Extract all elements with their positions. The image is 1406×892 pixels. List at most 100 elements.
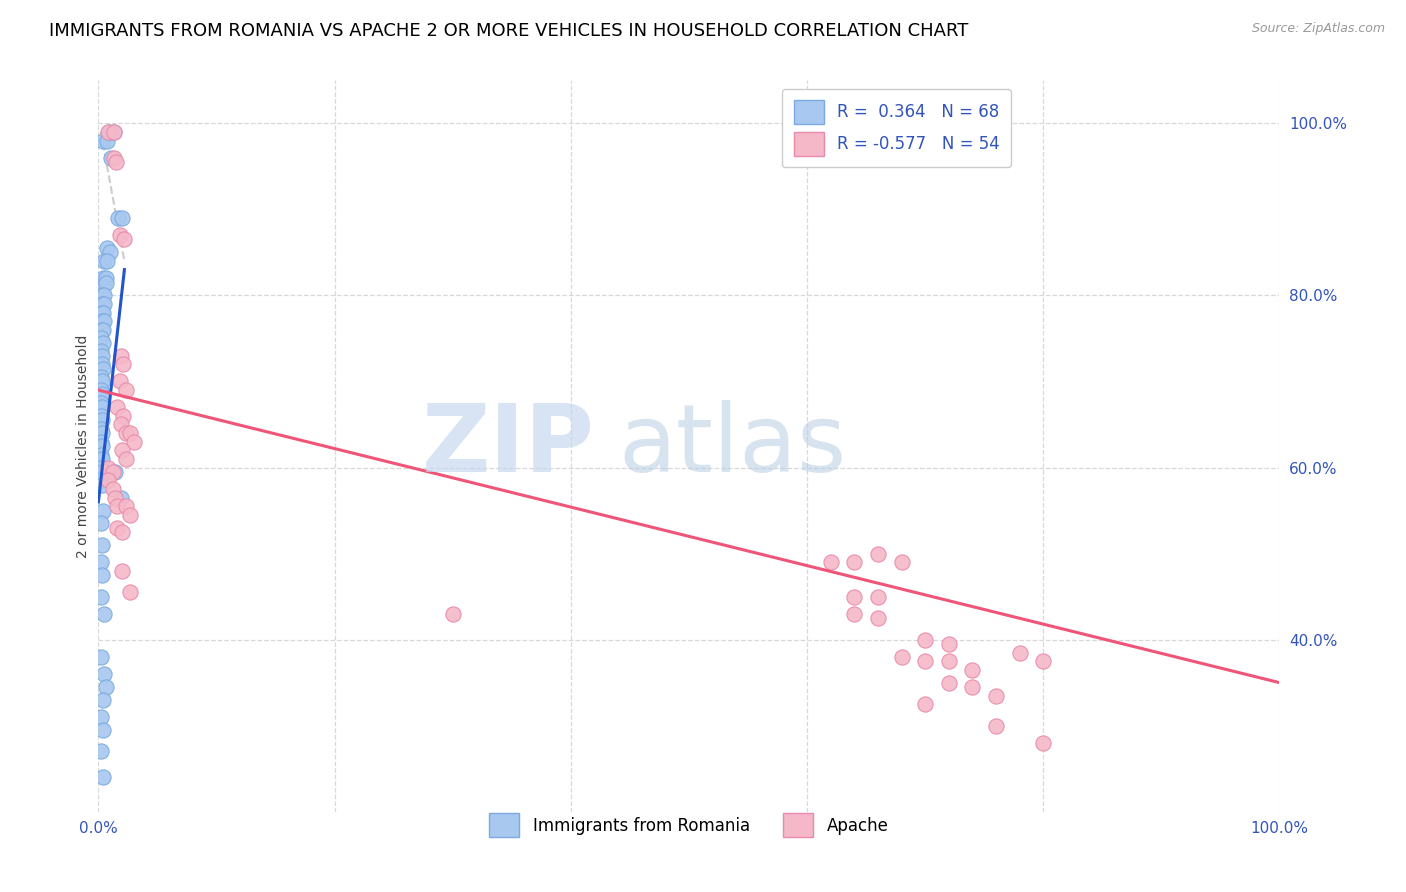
Point — [938, 637, 960, 651]
Point — [108, 228, 131, 243]
Point — [91, 357, 114, 371]
Point — [441, 890, 464, 892]
Text: IMMIGRANTS FROM ROMANIA VS APACHE 2 OR MORE VEHICLES IN HOUSEHOLD CORRELATION CH: IMMIGRANTS FROM ROMANIA VS APACHE 2 OR M… — [49, 22, 969, 40]
Point — [914, 632, 936, 647]
Point — [91, 323, 114, 337]
Point — [96, 241, 118, 255]
Point — [90, 396, 112, 410]
Legend: Immigrants from Romania, Apache: Immigrants from Romania, Apache — [482, 806, 896, 844]
Point — [91, 723, 114, 737]
Point — [111, 211, 134, 225]
Point — [984, 689, 1007, 703]
Point — [91, 288, 114, 302]
Point — [114, 500, 136, 514]
Point — [90, 344, 112, 359]
Point — [890, 555, 912, 569]
Point — [120, 585, 142, 599]
Point — [91, 323, 114, 337]
Point — [1008, 646, 1031, 660]
Point — [91, 314, 114, 328]
Point — [866, 590, 889, 604]
Point — [91, 568, 114, 582]
Point — [91, 426, 114, 441]
Point — [90, 370, 112, 384]
Point — [91, 335, 114, 350]
Point — [110, 491, 132, 505]
Point — [90, 422, 112, 436]
Point — [114, 426, 136, 441]
Point — [90, 516, 112, 531]
Point — [101, 465, 124, 479]
Point — [105, 155, 128, 169]
Point — [890, 649, 912, 664]
Text: ZIP: ZIP — [422, 400, 595, 492]
Point — [90, 409, 112, 423]
Point — [91, 280, 114, 294]
Point — [91, 297, 114, 311]
Point — [94, 276, 117, 290]
Point — [91, 349, 114, 363]
Point — [938, 675, 960, 690]
Point — [844, 590, 866, 604]
Point — [91, 693, 114, 707]
Point — [91, 375, 114, 389]
Point — [938, 654, 960, 668]
Point — [103, 151, 125, 165]
Point — [112, 232, 135, 246]
Point — [90, 744, 112, 758]
Point — [122, 434, 145, 449]
Point — [1032, 736, 1054, 750]
Point — [90, 331, 112, 345]
Point — [98, 245, 121, 260]
Point — [100, 151, 122, 165]
Point — [114, 383, 136, 397]
Point — [112, 357, 135, 371]
Point — [90, 555, 112, 569]
Point — [1032, 654, 1054, 668]
Point — [96, 254, 118, 268]
Point — [101, 482, 124, 496]
Point — [91, 503, 114, 517]
Point — [94, 680, 117, 694]
Point — [111, 564, 134, 578]
Point — [91, 451, 114, 466]
Point — [91, 538, 114, 552]
Point — [91, 439, 114, 453]
Point — [90, 383, 112, 397]
Point — [90, 590, 112, 604]
Point — [91, 305, 114, 319]
Point — [104, 491, 127, 505]
Point — [866, 547, 889, 561]
Point — [90, 474, 112, 488]
Point — [112, 409, 135, 423]
Point — [91, 134, 114, 148]
Point — [93, 254, 115, 268]
Point — [962, 663, 984, 677]
Point — [111, 443, 134, 458]
Point — [90, 460, 112, 475]
Text: Source: ZipAtlas.com: Source: ZipAtlas.com — [1251, 22, 1385, 36]
Point — [110, 349, 132, 363]
Y-axis label: 2 or more Vehicles in Household: 2 or more Vehicles in Household — [76, 334, 90, 558]
Point — [93, 314, 115, 328]
Point — [90, 710, 112, 724]
Point — [91, 401, 114, 415]
Point — [844, 555, 866, 569]
Point — [111, 524, 134, 539]
Point — [120, 508, 142, 522]
Point — [105, 500, 128, 514]
Point — [91, 465, 114, 479]
Point — [441, 607, 464, 621]
Point — [93, 607, 115, 621]
Point — [110, 417, 132, 432]
Point — [103, 125, 125, 139]
Point — [91, 271, 114, 285]
Point — [94, 271, 117, 285]
Point — [97, 460, 120, 475]
Point — [91, 413, 114, 427]
Point — [91, 770, 114, 784]
Point — [97, 474, 120, 488]
Point — [91, 361, 114, 376]
Point — [844, 607, 866, 621]
Point — [108, 375, 131, 389]
